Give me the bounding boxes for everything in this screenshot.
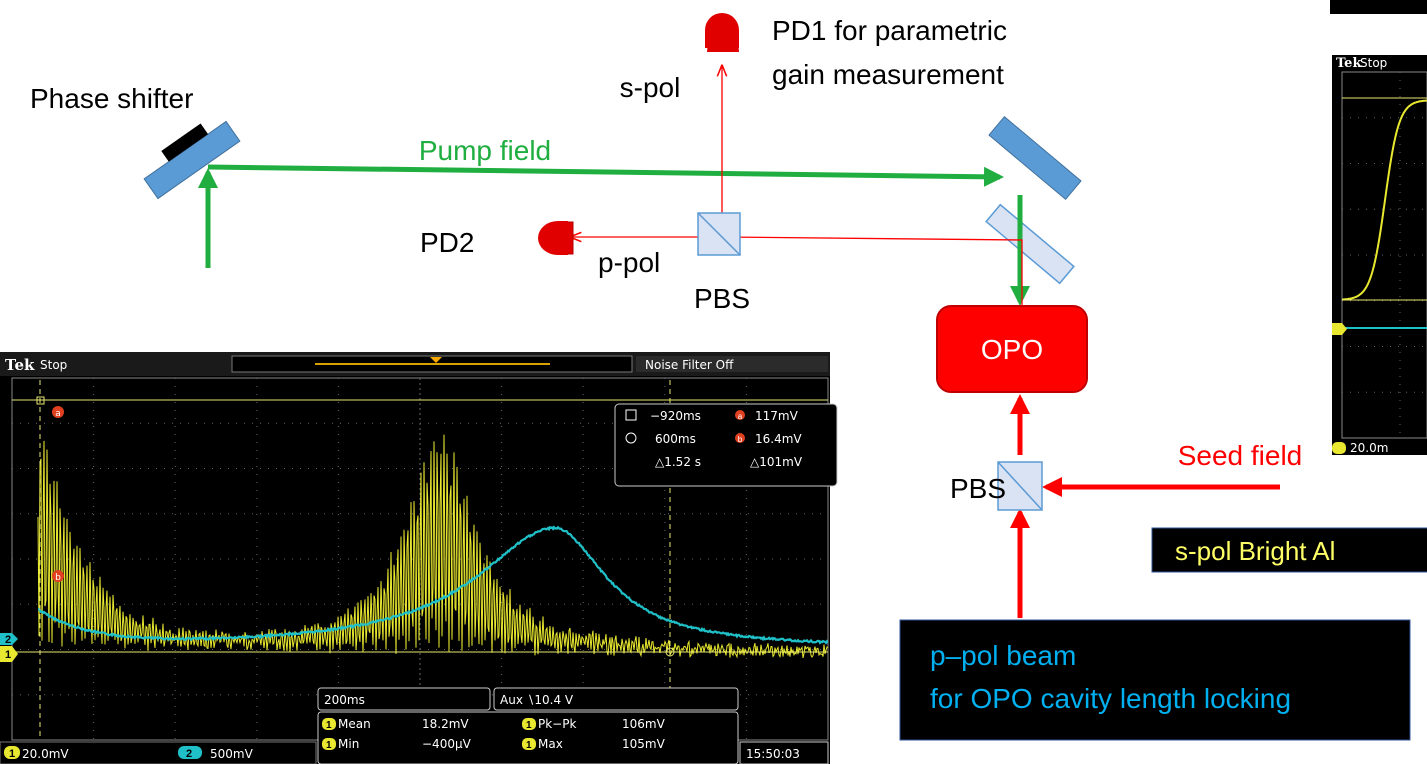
trigger: Aux ∖10.4 V <box>500 693 574 707</box>
readout: △101mV <box>750 455 803 469</box>
label: PD1 for parametric <box>772 15 1007 46</box>
label: PBS <box>950 473 1006 504</box>
label: p–pol beam <box>930 640 1076 671</box>
clock: 15:50:03 <box>746 747 800 761</box>
pd2-detector <box>538 221 568 255</box>
cursor-mark: a <box>55 409 61 419</box>
signal-beam <box>722 237 1022 305</box>
measurement-value: 105mV <box>622 737 666 751</box>
measurement-name: Min <box>338 737 359 751</box>
channel-badge: 1 <box>526 720 532 731</box>
label: s-pol Bright Al <box>1175 536 1335 566</box>
readout: −920ms <box>650 409 701 423</box>
label: for OPO cavity length locking <box>930 683 1291 714</box>
pd1-detector <box>705 13 739 48</box>
timebase: 200ms <box>324 693 365 707</box>
label: PBS <box>694 283 750 314</box>
measurement-value: 18.2mV <box>422 717 469 731</box>
measurement-value: −400μV <box>422 737 472 751</box>
label: p-pol <box>598 247 660 278</box>
phase-shifter-mirror <box>137 111 240 199</box>
label: s-pol <box>620 72 681 103</box>
channel-badge: 1 <box>526 740 532 751</box>
readout-box <box>615 404 837 486</box>
channel-badge: 1 <box>326 740 332 751</box>
oscilloscope-screenshot: Tek Stop Noise Filter Off a b −920ms a 1… <box>0 352 837 764</box>
label: PD2 <box>420 227 474 258</box>
label: gain measurement <box>772 59 1004 90</box>
measurement-name: Max <box>538 737 563 751</box>
oscilloscope-screenshot-partial: Tek Stop 20.0m <box>1330 0 1427 455</box>
status: Noise Filter Off <box>645 358 734 372</box>
measurement-name: Pk−Pk <box>538 717 576 731</box>
measurement-name: Mean <box>338 717 371 731</box>
label: Pump field <box>419 135 551 166</box>
brand: Tek <box>1336 56 1362 71</box>
channel-badge: 1 <box>9 748 15 760</box>
label: Phase shifter <box>30 83 193 114</box>
pbs-cube <box>698 213 740 255</box>
status: Stop <box>40 358 67 372</box>
scale: 20.0m <box>1350 441 1388 455</box>
measurement-value: 106mV <box>622 717 666 731</box>
scale: 20.0mV <box>22 747 69 761</box>
dichroic-mirror <box>986 205 1074 284</box>
cursor-mark: b <box>738 435 743 444</box>
readout: 117mV <box>755 409 799 423</box>
status: Stop <box>1360 56 1387 70</box>
mirror <box>989 117 1081 200</box>
scope-background <box>1332 55 1427 455</box>
brand: Tek <box>5 356 35 374</box>
cursor-mark: a <box>738 412 743 421</box>
label: OPO <box>981 334 1043 365</box>
pump-beam <box>208 167 1000 177</box>
cursor-mark: b <box>55 573 61 583</box>
channel-badge: 2 <box>186 748 192 760</box>
channel-marker: 2 <box>5 634 11 646</box>
label: Seed field <box>1178 440 1303 471</box>
scale: 500mV <box>210 747 254 761</box>
channel-marker: 1 <box>5 649 11 661</box>
readout: △1.52 s <box>655 455 701 469</box>
label-box <box>900 620 1410 740</box>
channel-badge: 1 <box>326 720 332 731</box>
readout: 600ms <box>655 432 696 446</box>
readout: 16.4mV <box>755 432 802 446</box>
page: Phase shifter Pump field s-pol PD1 for p… <box>0 0 1427 764</box>
